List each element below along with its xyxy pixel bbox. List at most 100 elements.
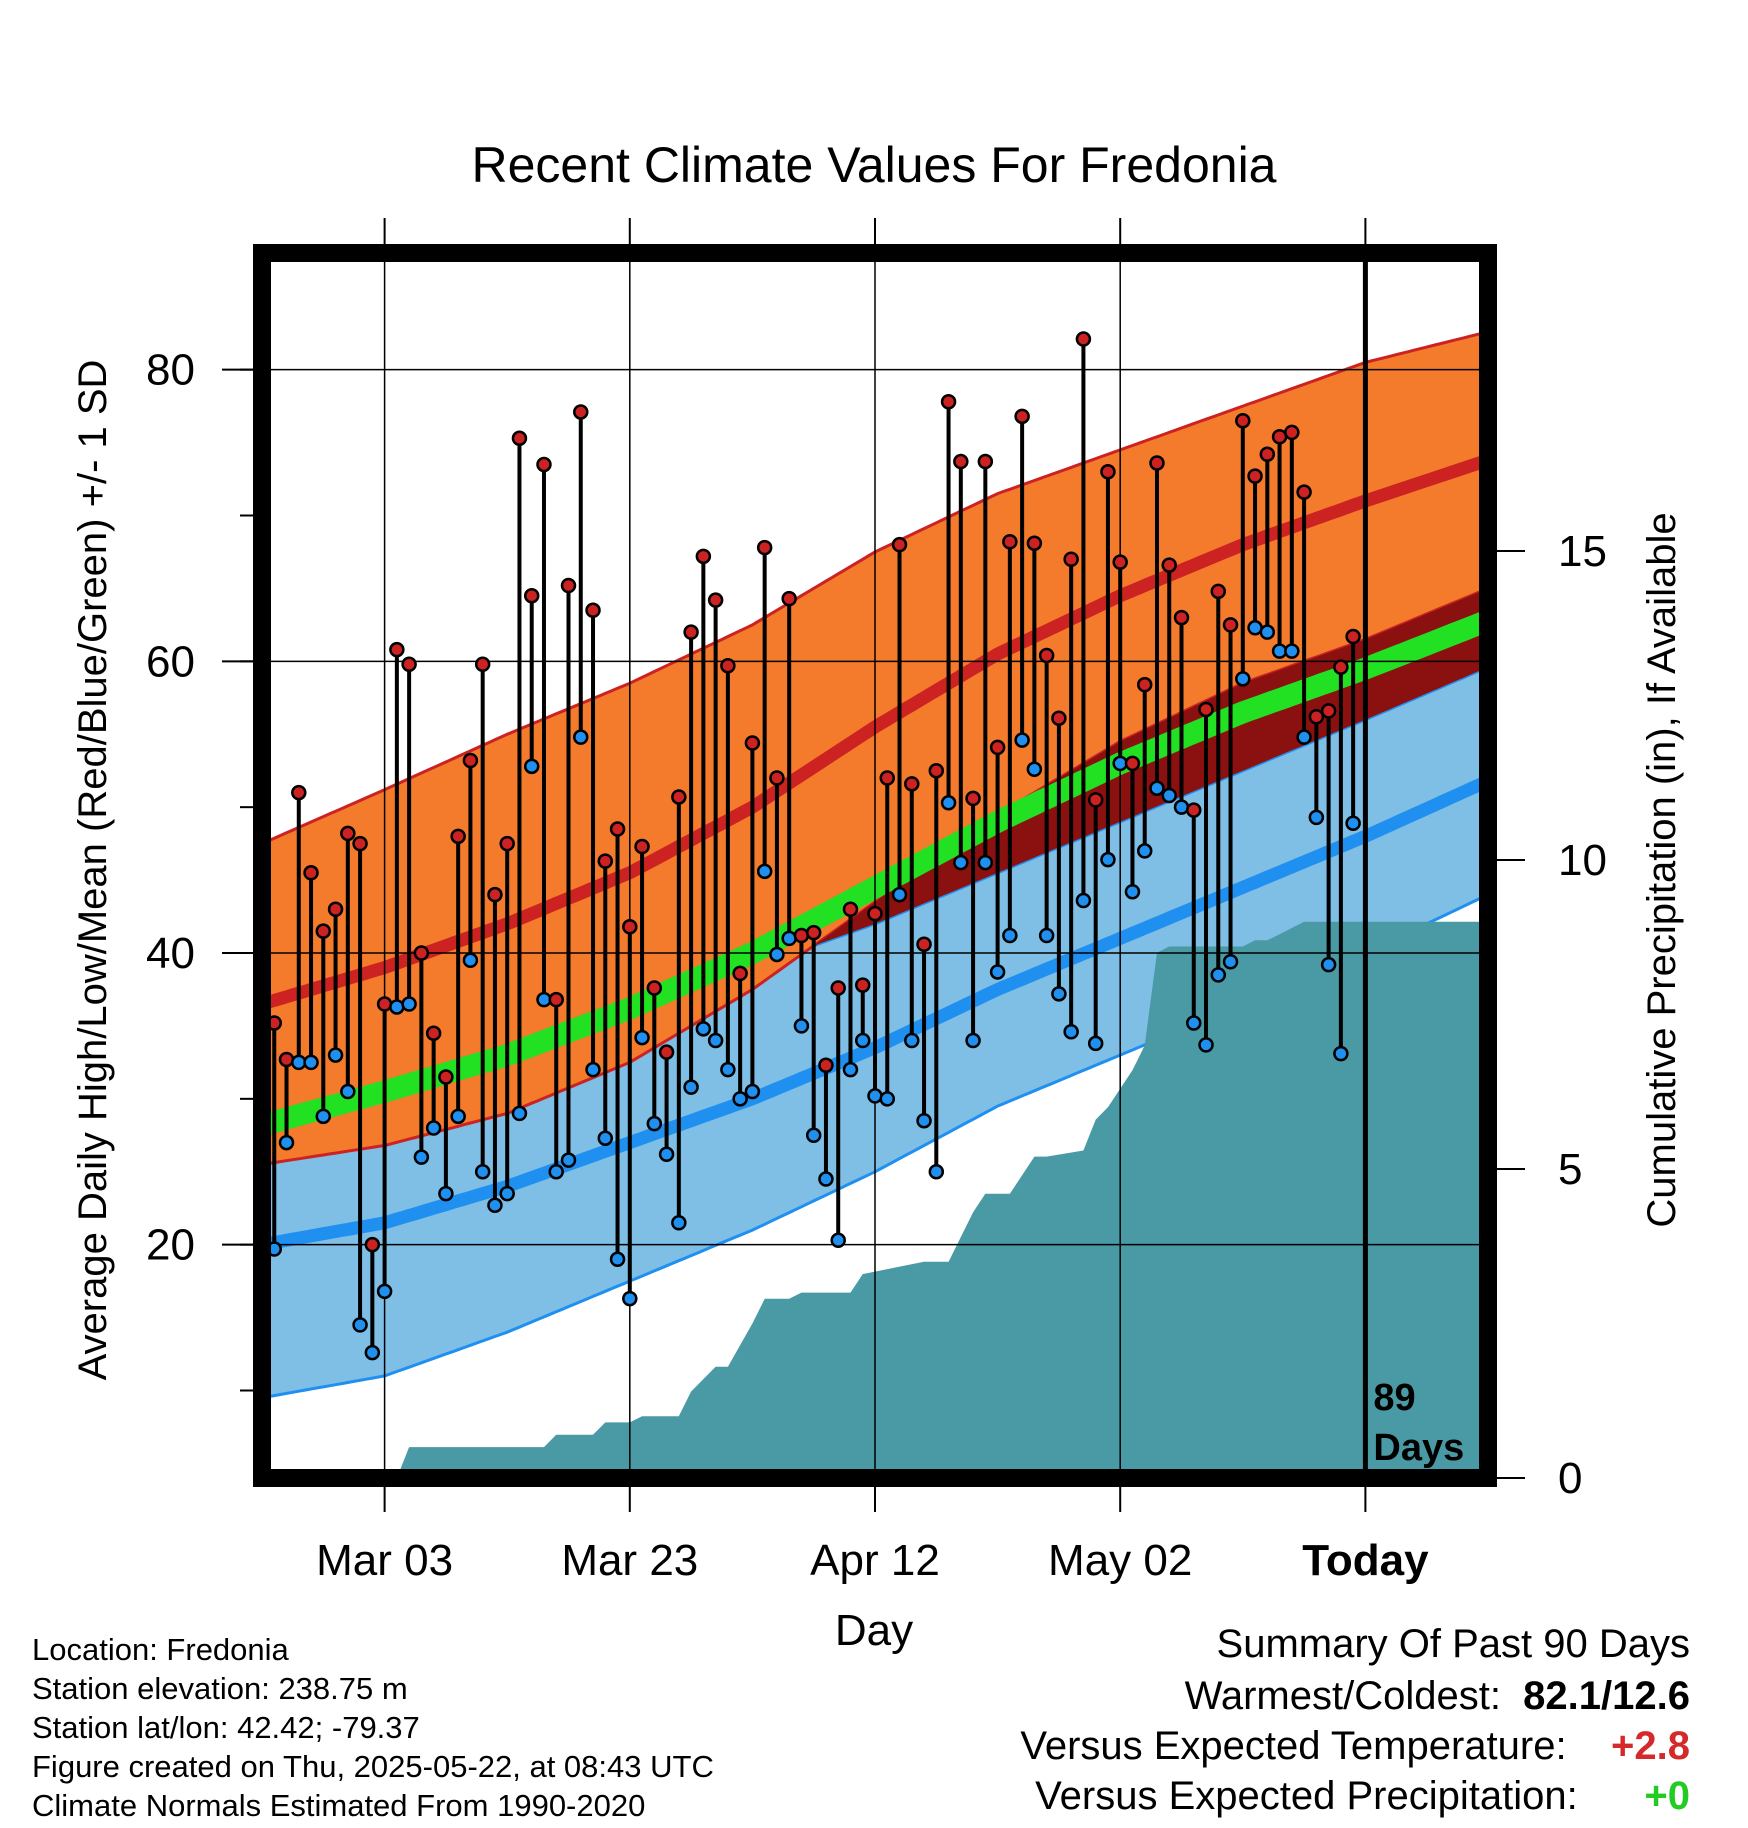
daily-high-point [1014, 408, 1030, 425]
daily-low-point [1210, 967, 1227, 983]
y-axis-label-left: Average Daily High/Low/Mean (Red/Blue/Gr… [71, 360, 115, 1381]
y-tick-label: 60 [146, 637, 195, 686]
precip-value: +0 [1644, 1774, 1690, 1818]
daily-high-point [364, 1236, 381, 1253]
daily-low-point [842, 1061, 859, 1078]
daily-low-point [1161, 787, 1177, 804]
daily-high-point [487, 886, 503, 903]
summary-warmest: Warmest/Coldest: 82.1/12.6 [1185, 1674, 1690, 1719]
daily-high-point [805, 924, 822, 941]
daily-low-point [352, 1317, 368, 1333]
daily-high-point [585, 602, 601, 619]
daily-low-point [1063, 1024, 1079, 1040]
chart-title: Recent Climate Values For Fredonia [472, 137, 1277, 193]
x-tick-label: Apr 12 [810, 1536, 940, 1585]
daily-low-point [1345, 815, 1361, 831]
daily-high-point [1186, 802, 1202, 818]
today-days-label: 89 [1373, 1377, 1415, 1419]
daily-low-point [769, 946, 785, 963]
daily-low-point [1026, 761, 1043, 777]
info-created: Figure created on Thu, 2025-05-22, at 08… [32, 1749, 714, 1784]
daily-low-point [634, 1029, 650, 1046]
daily-low-point [683, 1079, 699, 1095]
daily-high-point [523, 587, 540, 604]
daily-high-point [1087, 792, 1104, 808]
daily-low-point [793, 1018, 810, 1034]
daily-low-point [695, 1021, 712, 1037]
daily-low-point [1075, 892, 1092, 909]
daily-high-point [732, 965, 748, 982]
daily-high-point [769, 770, 785, 786]
daily-low-point [830, 1232, 846, 1249]
daily-high-point [867, 905, 883, 922]
daily-low-point [303, 1054, 319, 1071]
daily-high-point [340, 825, 356, 842]
daily-high-point [1333, 659, 1349, 675]
summary-precip: Versus Expected Precipitation: +0 [1035, 1774, 1690, 1819]
daily-low-point [1235, 671, 1251, 687]
daily-low-point [1186, 1015, 1202, 1031]
daily-low-point [1038, 927, 1055, 944]
daily-low-point [585, 1061, 601, 1078]
daily-high-point [928, 762, 945, 779]
daily-low-point [1308, 809, 1325, 826]
x-tick-label: Mar 23 [561, 1536, 698, 1585]
daily-high-point [1026, 535, 1043, 551]
plot-area: 89 Days 20 40 60 80 0 5 10 15 Mar 03 Mar 23 Apr 12 Ma… [146, 218, 1607, 1585]
x-axis-label: Day [835, 1606, 913, 1655]
x-tick-label: May 02 [1048, 1536, 1192, 1585]
daily-low-point [340, 1083, 356, 1100]
daily-low-point [1087, 1035, 1104, 1052]
daily-low-point [707, 1032, 724, 1049]
info-elevation: Station elevation: 238.75 m [32, 1671, 408, 1706]
x-tick-label: Today [1302, 1536, 1429, 1585]
daily-high-point [756, 539, 773, 556]
daily-low-point [805, 1127, 822, 1144]
daily-high-point [953, 453, 969, 470]
daily-high-point [474, 656, 491, 672]
daily-high-point [327, 901, 344, 917]
daily-high-point [1002, 534, 1018, 550]
daily-low-point [916, 1112, 932, 1129]
daily-low-point [597, 1130, 614, 1146]
daily-high-point [1222, 617, 1239, 633]
daily-high-point [462, 752, 479, 769]
precip-area [262, 921, 1488, 1478]
daily-high-point [720, 657, 736, 674]
daily-high-point [977, 453, 994, 470]
daily-high-point [1345, 628, 1361, 645]
daily-low-point [1173, 799, 1190, 815]
daily-high-point [1136, 676, 1153, 693]
daily-low-point [327, 1047, 344, 1063]
daily-low-point [1198, 1037, 1214, 1053]
daily-high-point [499, 835, 515, 852]
daily-high-point [1038, 647, 1055, 664]
daily-low-point [511, 1105, 528, 1122]
plot-frame [253, 244, 1497, 1487]
daily-low-point [928, 1164, 945, 1180]
daily-high-point [1235, 412, 1251, 429]
daily-low-point [940, 795, 957, 811]
temp-label: Versus Expected Temperature: [1020, 1724, 1567, 1768]
daily-high-point [781, 590, 797, 607]
daily-low-point [376, 1283, 393, 1300]
daily-low-point [744, 1083, 761, 1100]
daily-high-point [1198, 701, 1214, 718]
daily-low-point [891, 886, 908, 903]
x-tick-label: Mar 03 [316, 1536, 453, 1585]
daily-high-point [609, 821, 626, 837]
daily-low-point [487, 1197, 503, 1214]
daily-high-point [695, 548, 712, 565]
daily-low-point [1124, 884, 1141, 900]
daily-low-point [854, 1032, 871, 1049]
precip-tick-label: 0 [1558, 1454, 1582, 1503]
daily-low-point [499, 1185, 515, 1202]
daily-high-point [744, 735, 761, 751]
info-normals: Climate Normals Estimated From 1990-2020 [32, 1788, 646, 1823]
daily-low-point [438, 1185, 454, 1202]
daily-high-point [1100, 464, 1116, 480]
daily-high-point [683, 624, 699, 640]
daily-low-point [1259, 624, 1276, 640]
daily-high-point [1173, 609, 1190, 626]
